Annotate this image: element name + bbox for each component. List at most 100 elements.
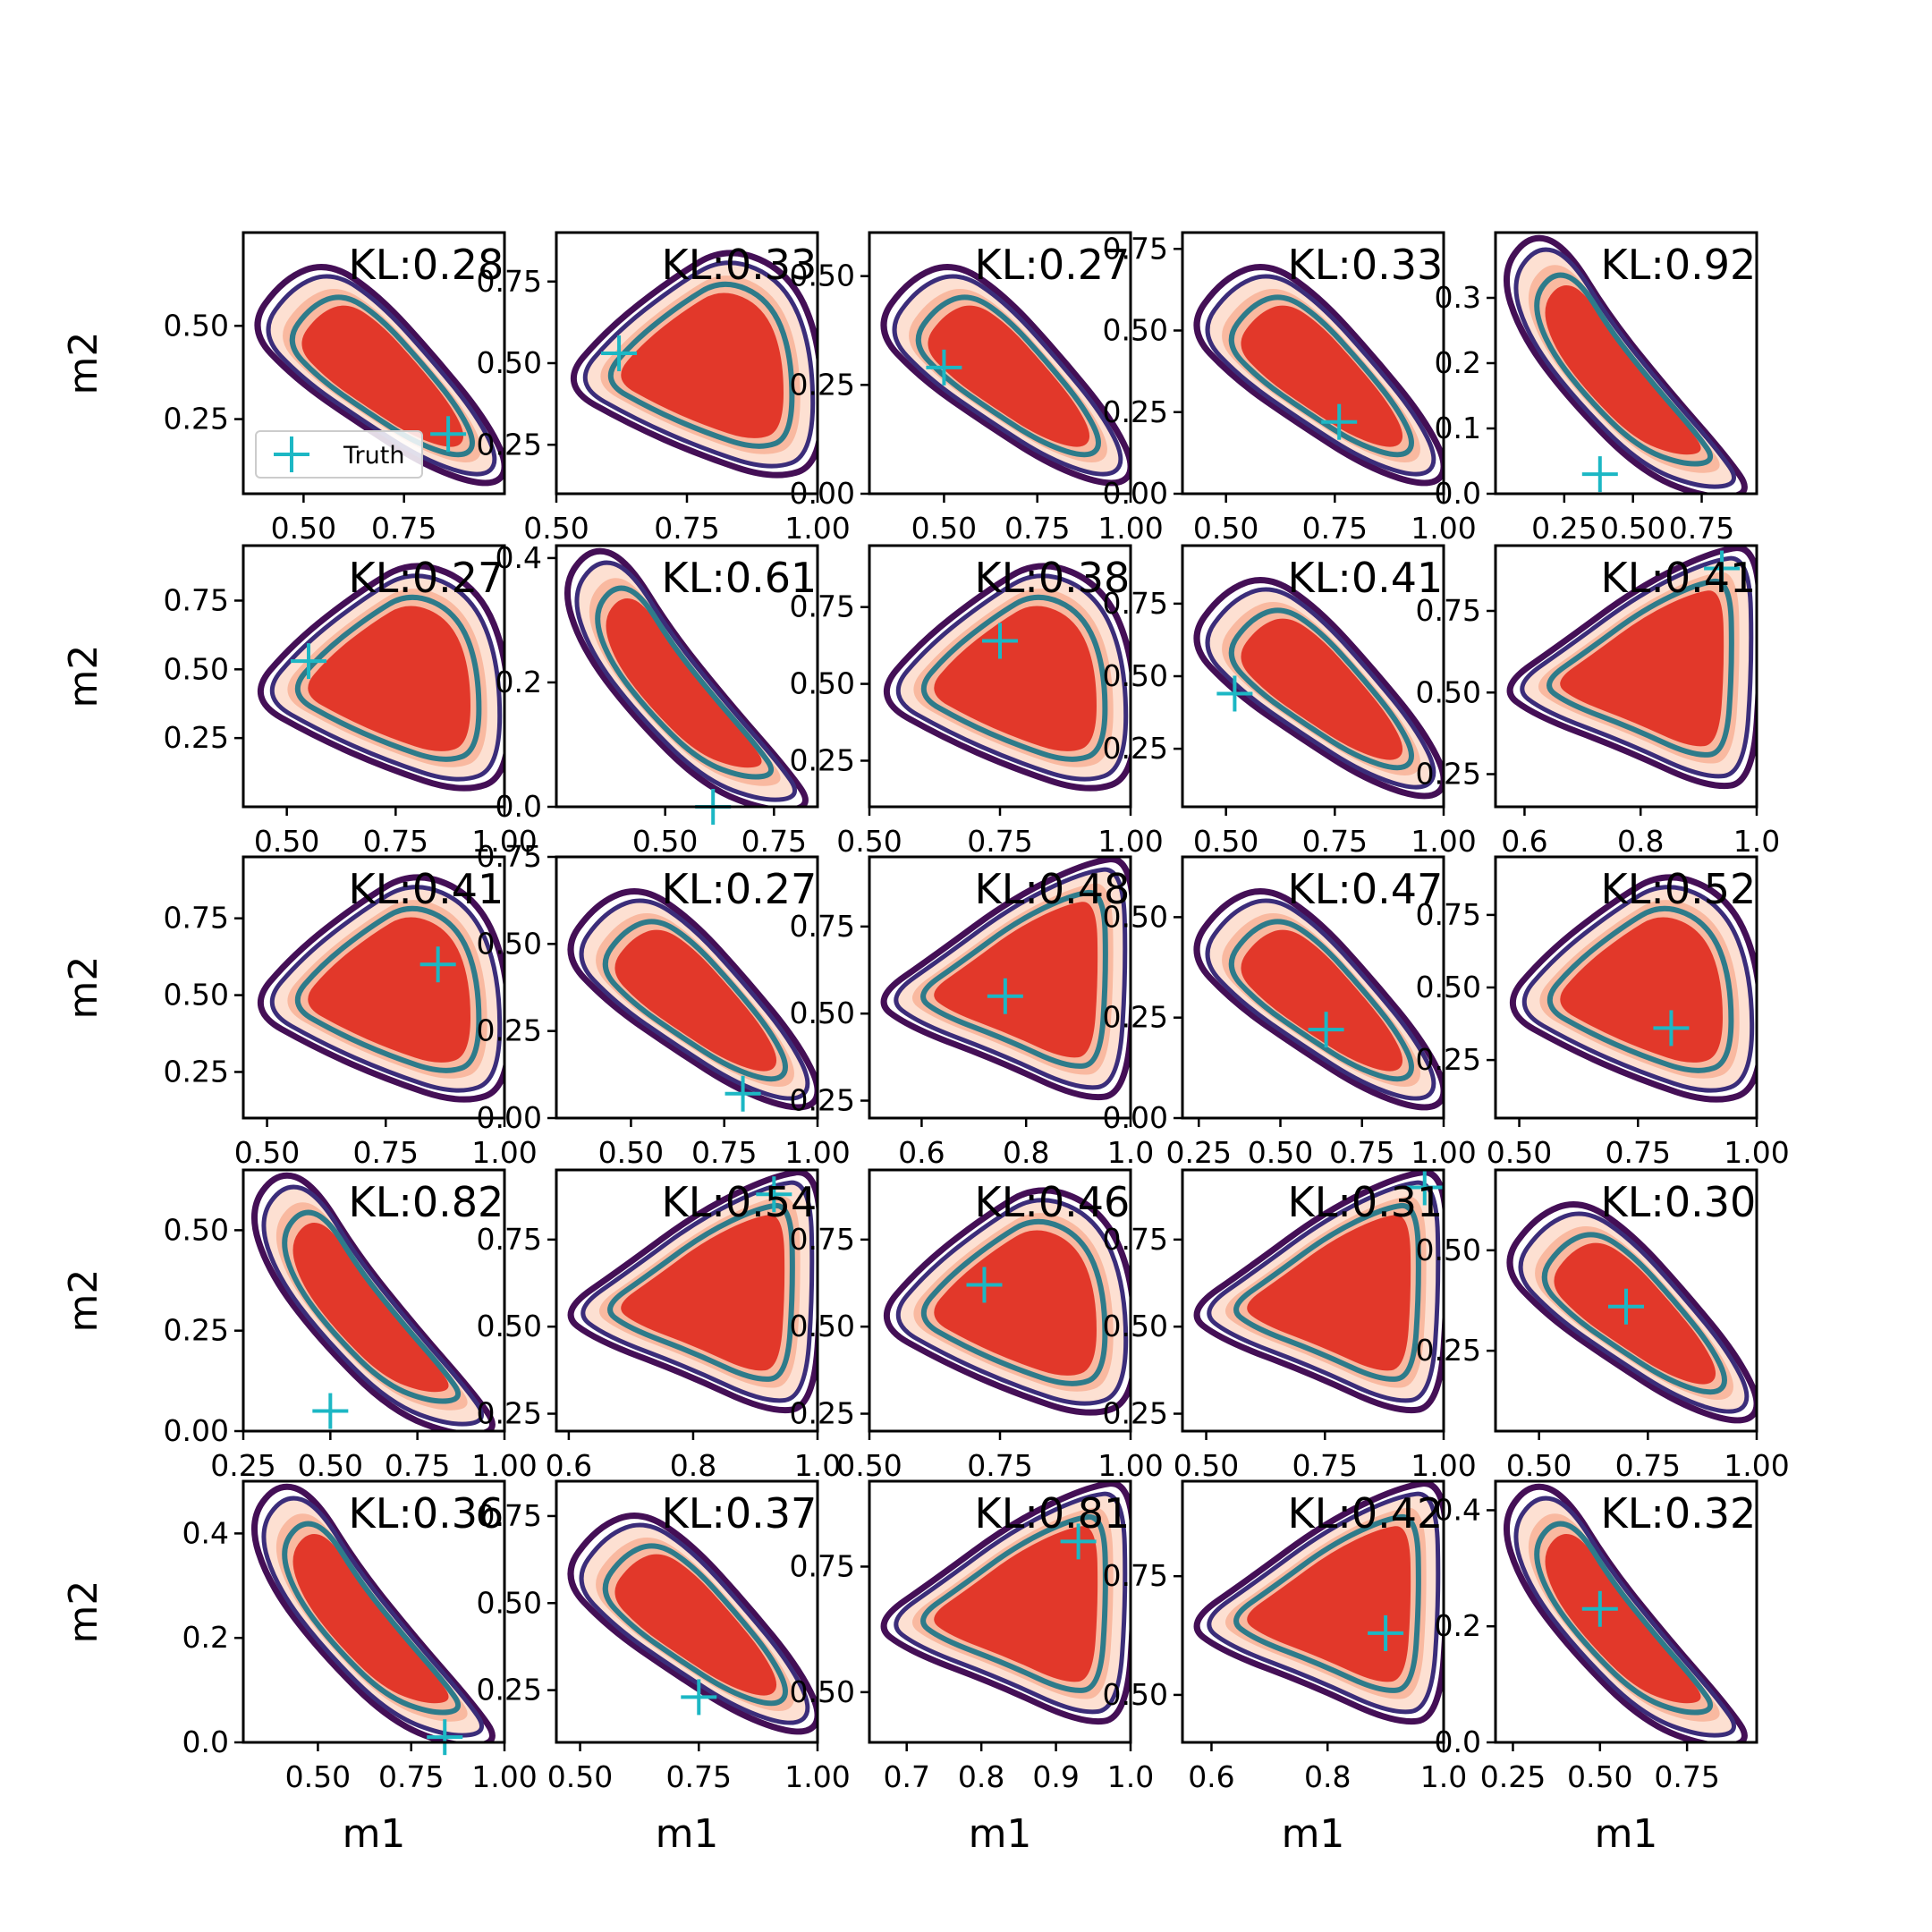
x-tick-label: 1.0 (1107, 1759, 1154, 1794)
truth-marker (1321, 403, 1358, 440)
x-tick-label: 0.75 (385, 1448, 450, 1483)
y-tick-label: 0.25 (1103, 731, 1168, 766)
panel-25: KL:0.32 0.25 0.50 0.75 0.0 0.2 0.4 (1435, 1479, 1758, 1794)
contour-line-level-2 (574, 560, 798, 802)
x-tick-label: 0.50 (1506, 1448, 1572, 1483)
truth-marker (1406, 1169, 1443, 1206)
x-tick-label: 0.50 (1600, 511, 1665, 546)
kl-label: KL:0.37 (662, 1489, 818, 1538)
density-fill-level-3 (1560, 917, 1723, 1063)
x-tick-label: 0.75 (363, 824, 428, 859)
contour-line-level-2 (269, 885, 503, 1093)
contour-line-level-1 (257, 563, 504, 792)
density-fill-level-3 (934, 1230, 1097, 1376)
kl-label: KL:0.46 (975, 1178, 1131, 1226)
panel-4: KL:0.33 0.50 0.75 1.00 0.00 0.25 0.50 0.75 (1103, 231, 1477, 546)
kl-label: KL:0.28 (349, 241, 504, 289)
x-tick-label: 0.6 (546, 1448, 592, 1483)
kl-label: KL:0.41 (1601, 554, 1757, 602)
contour-line-level-1 (1193, 888, 1444, 1111)
contour-line-level-3 (282, 1209, 462, 1404)
x-tick-label: 0.75 (967, 824, 1032, 859)
x-tick-label: 0.75 (1302, 824, 1368, 859)
x-tick-label: 1.00 (1411, 824, 1476, 859)
x-tick-label: 1.00 (784, 1759, 850, 1794)
density-fill-level-3 (934, 606, 1097, 751)
contour-line-level-1 (883, 1187, 1131, 1416)
truth-marker (982, 623, 1018, 659)
y-tick-label: 0.00 (790, 476, 855, 511)
axes-frame (868, 1479, 1132, 1744)
x-tick-label: 1.00 (471, 1448, 537, 1483)
density-fill-level-3 (1554, 1242, 1716, 1385)
x-tick-label: 0.25 (1480, 1759, 1546, 1794)
density-fill-level-3 (934, 902, 1098, 1058)
density-region (1193, 888, 1444, 1111)
axes-frame (242, 1479, 506, 1744)
truth-marker (291, 643, 326, 680)
density-fill-level-3 (308, 606, 470, 751)
y-tick-label: 0.50 (1416, 970, 1481, 1004)
contour-line-level-2 (1207, 1180, 1441, 1403)
y-tick-label: 0.25 (1103, 394, 1168, 429)
y-tick-label: 0.25 (790, 1083, 855, 1118)
x-tick-label: 0.50 (1193, 824, 1258, 859)
kl-label: KL:0.81 (975, 1489, 1131, 1538)
truth-marker (1653, 1010, 1690, 1046)
density-fill-level-3 (1241, 929, 1403, 1072)
y-tick-label: 0.4 (496, 540, 542, 575)
y-tick-label: 0.25 (1416, 1333, 1481, 1368)
contour-line-level-2 (895, 573, 1129, 782)
density-region (257, 563, 504, 792)
density-region (1504, 234, 1748, 494)
kl-label: KL:0.27 (349, 554, 504, 602)
panel-23: KL:0.81 0.7 0.8 0.9 1.0 0.50 0.75 (790, 1479, 1154, 1794)
x-tick-label: 1.00 (784, 1135, 850, 1170)
kl-label: KL:0.38 (975, 554, 1131, 602)
kl-label: KL:0.41 (1288, 554, 1444, 602)
contour-line-level-1 (1504, 234, 1748, 494)
y-tick-label: 0.75 (790, 1222, 855, 1257)
density-fill-level-3 (1241, 618, 1403, 760)
contour-line-level-1 (567, 888, 818, 1111)
y-tick-label: 0.75 (1103, 1222, 1168, 1257)
panel-21: KL:0.36 0.50 0.75 1.00 0.0 0.2 0.4 (182, 1479, 538, 1794)
x-tick-label: 0.75 (371, 511, 436, 546)
contour-line-level-3 (1233, 1513, 1421, 1693)
contour-line-level-3 (607, 281, 795, 449)
y-tick-label: 0.50 (164, 1212, 229, 1247)
y-tick-label: 0.75 (790, 909, 855, 944)
density-fill-level-3 (606, 597, 762, 768)
contour-line-level-2 (261, 1184, 485, 1427)
density-region (1193, 1481, 1444, 1725)
panel-7: KL:0.61 0.50 0.75 0.0 0.2 0.4 (496, 540, 819, 859)
contour-line-level-1 (251, 1483, 496, 1742)
y-tick-label: 0.00 (1103, 1100, 1168, 1135)
contour-line-level-2 (261, 1496, 485, 1738)
x-tick-label: 0.75 (967, 1448, 1032, 1483)
contour-line-level-1 (564, 547, 809, 807)
y-tick-label: 0.00 (164, 1413, 229, 1448)
x-tick-label: 0.8 (958, 1759, 1004, 1794)
x-tick-label: 0.75 (741, 824, 807, 859)
x-tick-label: 0.50 (298, 1448, 363, 1483)
y-tick-label: 0.00 (1103, 476, 1168, 511)
x-tick-label: 0.50 (285, 1759, 351, 1794)
x-tick-label: 0.50 (1174, 1448, 1239, 1483)
x-tick-label: 1.00 (1724, 1135, 1789, 1170)
y-tick-label: 0.50 (477, 1309, 542, 1343)
y-axis-label: m2 (61, 332, 106, 395)
y-axis-label: m2 (61, 956, 106, 1020)
y-tick-label: 0.0 (182, 1724, 229, 1759)
density-fill-level-3 (1545, 284, 1701, 455)
x-tick-label: 0.50 (836, 824, 902, 859)
x-tick-label: 1.0 (1733, 824, 1780, 859)
x-tick-label: 0.50 (254, 824, 319, 859)
density-region (880, 857, 1131, 1101)
x-tick-label: 0.50 (632, 824, 698, 859)
truth-marker (966, 1267, 1003, 1303)
axes-frame (555, 544, 819, 809)
axes-frame (555, 855, 819, 1120)
density-region (880, 264, 1131, 487)
truth-marker (430, 416, 467, 453)
